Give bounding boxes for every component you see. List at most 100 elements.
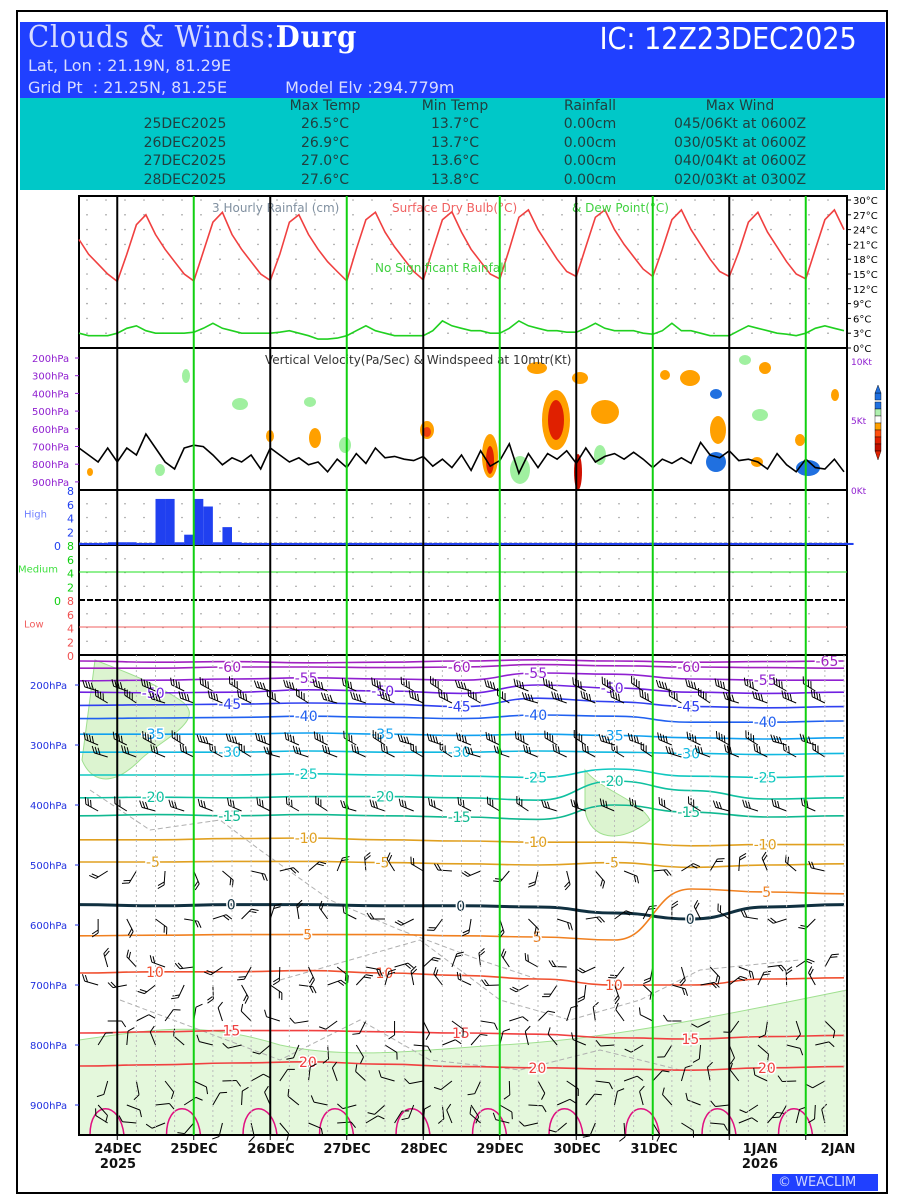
barb-feather: [661, 798, 663, 806]
grid-dot: [314, 557, 316, 560]
barb-feather: [604, 735, 608, 743]
grid-dot: [257, 557, 259, 560]
barb-feather: [408, 690, 411, 698]
temperature-contour: [78, 780, 845, 802]
barb-feather: [737, 977, 745, 981]
grid-dot: [485, 516, 487, 519]
grid-dot: [599, 199, 601, 201]
wind-barb: [284, 732, 300, 746]
contour-label: -55: [524, 666, 547, 682]
barb-feather: [371, 677, 374, 685]
barb-feather: [171, 800, 175, 808]
grid-dot: [542, 332, 544, 335]
grid-dot: [580, 288, 582, 290]
grid-dot: [371, 228, 373, 231]
grid-dot: [637, 258, 639, 261]
grid-dot: [390, 228, 392, 231]
barb-feather: [329, 694, 333, 702]
vertical-velocity-blob: [594, 445, 606, 465]
grid-dot: [409, 273, 411, 275]
contour-label: -10: [295, 831, 318, 847]
colorbar-arrow-down: [874, 450, 882, 461]
grid-dot: [390, 199, 392, 201]
grid-dot: [295, 640, 297, 643]
barb-staff: [499, 870, 510, 883]
barb-feather: [272, 980, 280, 986]
temperature-contour: [78, 750, 845, 756]
colorbar-swatch: [874, 422, 882, 431]
grid-dot: [694, 585, 696, 588]
wind-barb: [580, 690, 596, 704]
barb-feather: [194, 920, 199, 928]
barb-feather: [245, 693, 248, 701]
barb-feather: [583, 691, 586, 699]
grid-dot: [162, 302, 164, 305]
date-label: 1JAN: [743, 1142, 778, 1157]
wind-barb: [548, 1122, 568, 1133]
contour-label: -20: [371, 790, 394, 806]
barb-staff: [600, 1044, 615, 1047]
grid-dot: [675, 228, 677, 231]
barb-feather: [107, 982, 114, 989]
grid-dot: [789, 302, 791, 305]
grid-dot: [485, 214, 487, 216]
barb-staff: [783, 697, 797, 704]
wind-barb: [196, 1034, 213, 1046]
barb-staff: [365, 1115, 379, 1124]
barb-feather: [435, 969, 439, 977]
grid-dot: [751, 302, 753, 305]
grid-dot: [105, 243, 107, 246]
barb-feather: [163, 925, 165, 933]
barb-feather: [217, 1001, 223, 1008]
grid-dot: [124, 332, 126, 335]
grid-dot: [409, 214, 411, 216]
barb-feather: [739, 1109, 747, 1114]
summary-rain: 0.00cm: [563, 116, 617, 132]
barb-feather: [430, 799, 433, 807]
barb-feather: [814, 743, 817, 752]
barb-feather: [530, 694, 534, 702]
barb-staff: [227, 1044, 242, 1049]
barb-feather: [401, 1117, 409, 1121]
grid-dot: [124, 640, 126, 643]
barb-feather: [786, 692, 790, 700]
wind-barb: [740, 910, 759, 920]
grid-dot: [238, 317, 240, 320]
barb-feather: [433, 956, 441, 960]
temp-tick-label: 12°C: [853, 285, 878, 296]
grid-dot: [200, 585, 202, 588]
grid-dot: [808, 273, 810, 275]
grid-dot: [257, 640, 259, 643]
wind-barb: [551, 691, 567, 704]
barb-feather: [444, 745, 446, 753]
grid-dot: [409, 516, 411, 519]
barb-feather: [739, 853, 747, 858]
wind-barb: [287, 1088, 300, 1106]
barb-feather: [354, 745, 357, 753]
barb-feather: [271, 691, 274, 700]
barb-feather: [757, 693, 761, 701]
grid-dot: [86, 640, 88, 643]
grid-dot: [238, 530, 240, 533]
barb-feather: [723, 735, 726, 743]
barb-feather: [470, 690, 472, 698]
wind-barb: [469, 1106, 481, 1124]
barb-feather: [748, 970, 752, 978]
barb-staff: [468, 918, 472, 933]
wind-barb: [298, 984, 317, 994]
barb-feather: [607, 736, 611, 744]
grid-dot: [409, 228, 411, 231]
grid-dot: [485, 640, 487, 643]
wind-barb: [207, 690, 223, 704]
grid-dot: [637, 640, 639, 643]
barb-feather: [289, 1017, 296, 1024]
vertical-velocity-blob: [591, 400, 619, 424]
barb-staff: [343, 684, 357, 692]
high-cloud-bar: [346, 542, 357, 545]
grid-dot: [162, 273, 164, 275]
barb-feather: [524, 1025, 531, 1032]
grid-dot: [124, 199, 126, 201]
barb-feather: [740, 910, 745, 918]
vertical-velocity-blob: [795, 434, 805, 446]
summary-min: 13.7°C: [431, 116, 479, 132]
